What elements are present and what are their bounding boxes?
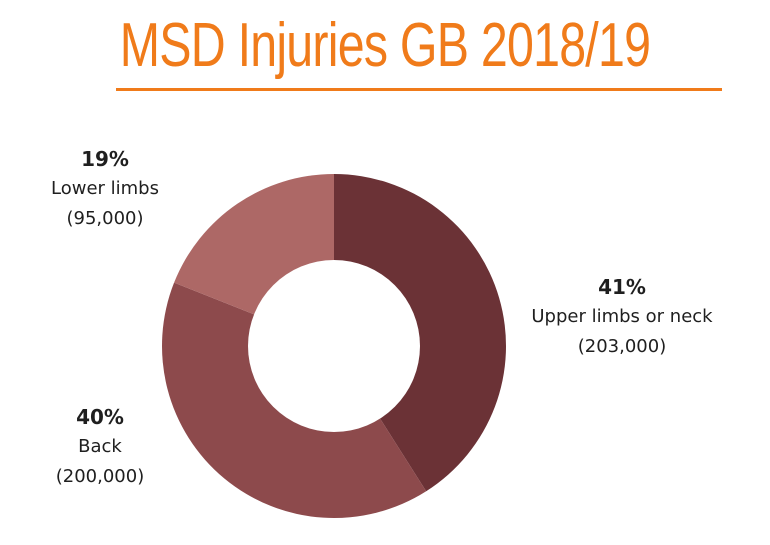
slice-value: (203,000) xyxy=(577,336,667,357)
chart-title: MSD Injuries GB 2018/19 xyxy=(119,11,651,80)
slice-percent: 19% xyxy=(81,147,129,171)
slice-percent: 40% xyxy=(76,405,124,429)
title-underline xyxy=(116,88,722,91)
slice-name: Back xyxy=(78,436,122,457)
slice-name: Lower limbs xyxy=(51,178,159,199)
slice-value: (200,000) xyxy=(55,466,145,487)
slice-label-back: 40% Back (200,000) xyxy=(10,402,190,492)
slice-percent: 41% xyxy=(598,275,646,299)
slice-label-lower-limbs: 19% Lower limbs (95,000) xyxy=(10,144,200,234)
donut-hole xyxy=(248,260,420,432)
slice-label-upper-limbs-or-neck: 41% Upper limbs or neck (203,000) xyxy=(506,272,738,362)
slice-value: (95,000) xyxy=(66,208,144,229)
slice-name: Upper limbs or neck xyxy=(531,306,713,327)
